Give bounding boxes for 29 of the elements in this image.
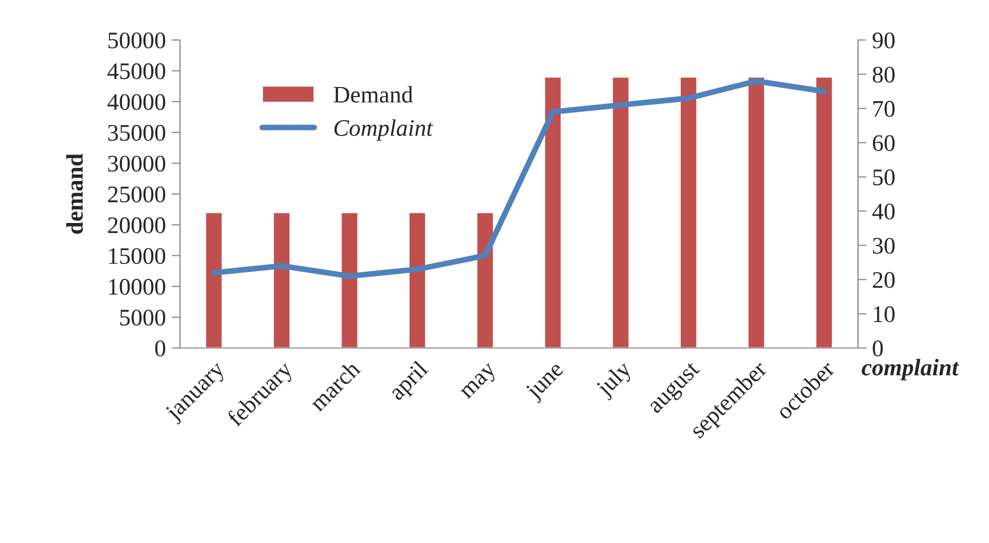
x-tick-label: may xyxy=(460,362,500,403)
y-tick-label: 25000 xyxy=(108,186,166,202)
y2-tick-label: 40 xyxy=(872,204,895,220)
y-tick-label: 0 xyxy=(155,340,166,356)
x-tick-label: june xyxy=(524,360,568,404)
y2-tick-label: 70 xyxy=(873,100,895,117)
legend-label: Demand xyxy=(334,86,413,103)
y-tick-label: 10000 xyxy=(109,278,166,295)
y2-tick-label: 30 xyxy=(873,238,895,254)
y2-tick-label: 90 xyxy=(872,32,895,48)
y2-axis-title: complaint xyxy=(862,358,960,380)
y-tick-label: 45000 xyxy=(108,63,166,80)
y-tick-label: 35000 xyxy=(108,124,166,141)
y-tick-label: 50000 xyxy=(108,32,166,48)
y2-tick-label: 60 xyxy=(872,135,895,152)
y-tick-label: 20000 xyxy=(108,217,166,234)
x-tick-label: april xyxy=(387,359,432,404)
x-tick-label: july xyxy=(594,359,636,401)
legend-label: Complaint xyxy=(334,119,434,141)
y-tick-label: 15000 xyxy=(109,248,166,264)
y2-tick-label: 10 xyxy=(874,306,895,322)
y-tick-label: 5000 xyxy=(120,310,166,326)
y2-tick-label: 20 xyxy=(872,272,895,288)
y-tick-label: 30000 xyxy=(108,156,166,172)
y2-tick-label: 0 xyxy=(872,340,883,356)
y2-tick-label: 80 xyxy=(872,66,895,83)
y2-tick-label: 50 xyxy=(873,169,895,186)
y-tick-label: 40000 xyxy=(108,94,166,110)
y-axis-title: demand xyxy=(66,154,83,234)
